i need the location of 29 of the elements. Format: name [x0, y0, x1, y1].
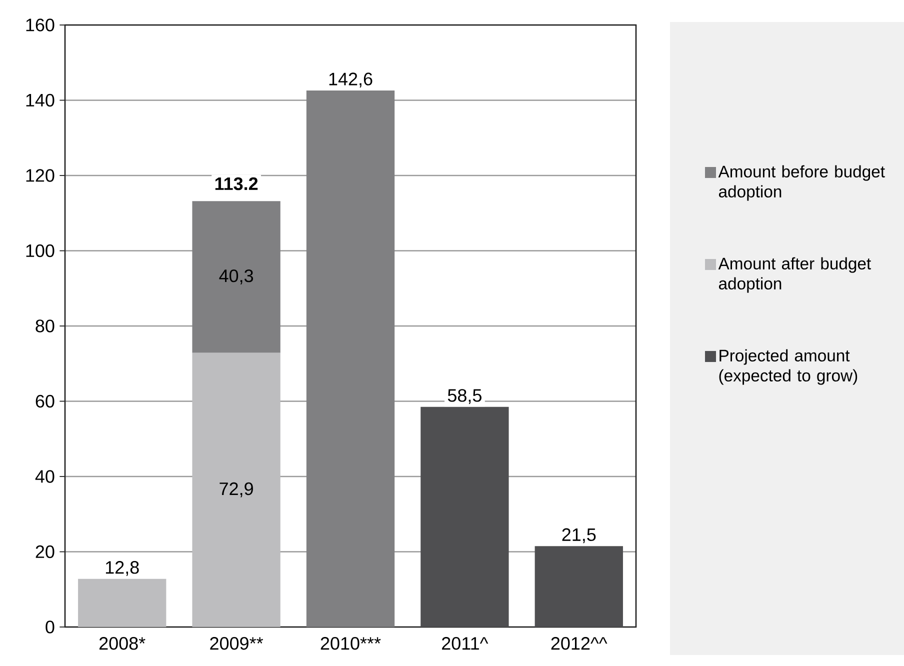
x-tick-label: 2011^ [442, 637, 488, 650]
bar [192, 201, 280, 353]
bar [192, 352, 280, 627]
x-tick-label: 2008* [99, 637, 146, 650]
y-tick-label: 0 [46, 620, 54, 634]
x-tick-label: 2009** [210, 637, 264, 650]
legend-label: Projected amount (expected to grow) [719, 349, 858, 385]
bar [534, 546, 623, 627]
data-label: 12,8 [106, 561, 139, 576]
bar [420, 406, 509, 627]
y-tick-label: 100 [26, 244, 54, 258]
x-tick-label: 2012^^ [551, 637, 608, 650]
x-tick-label: 2010*** [320, 637, 381, 650]
legend-label: Amount after budget adoption [718, 257, 871, 293]
data-label: 72,9 [220, 482, 253, 498]
total-label: 113.2 [215, 177, 258, 190]
legend-label: Amount before budget adoption [718, 165, 885, 201]
y-tick-label: 160 [26, 18, 54, 32]
y-tick-label: 60 [36, 394, 54, 408]
data-label: 58,5 [448, 389, 482, 404]
y-tick-label: 140 [26, 94, 54, 107]
y-tick-label: 120 [26, 169, 54, 182]
data-label: 40,3 [219, 269, 254, 284]
y-tick-label: 80 [36, 320, 54, 332]
data-label: 142,6 [329, 72, 372, 88]
y-tick-label: 40 [35, 470, 54, 483]
y-tick-label: 20 [36, 545, 54, 558]
data-label: 21,5 [562, 528, 596, 544]
bar [78, 578, 166, 627]
